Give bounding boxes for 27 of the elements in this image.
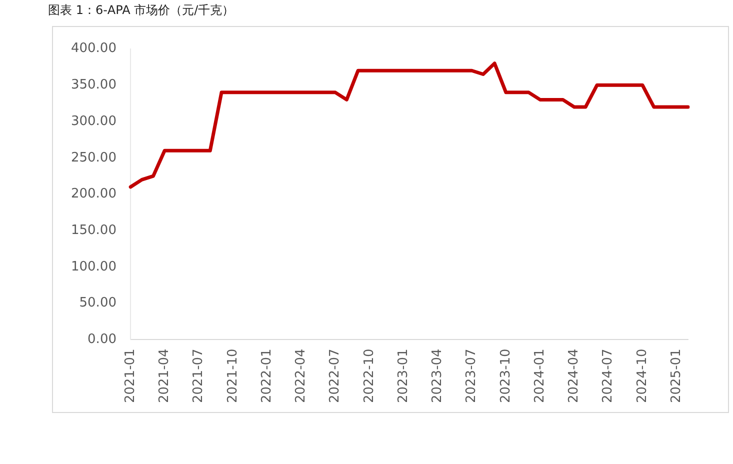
y-tick-label: 100.00 [70,259,116,274]
chart-title: 图表 1：6-APA 市场价（元/千克） [48,2,234,19]
x-tick-label: 2023-07 [464,348,480,404]
y-tick-label: 250.00 [70,150,116,166]
x-tick-label: 2025-01 [668,348,684,404]
y-tick-label: 150.00 [70,222,116,238]
x-tick-label: 2024-04 [566,348,582,404]
y-tick-label: 200.00 [70,186,116,202]
x-tick-label: 2024-01 [532,348,548,404]
y-tick-label: 0.00 [88,332,116,348]
y-tick-label: 400.00 [70,41,116,56]
x-tick-label: 2022-04 [294,348,309,404]
x-tick-label: 2022-01 [259,348,274,404]
x-tick-label: 2021-01 [122,348,138,404]
x-tick-label: 2022-07 [328,348,343,404]
x-tick-label: 2023-10 [498,348,514,404]
x-tick-label: 2021-04 [156,348,172,404]
x-tick-label: 2024-07 [600,348,616,404]
x-tick-label: 2021-07 [191,348,206,404]
y-tick-label: 300.00 [70,114,116,129]
x-tick-label: 2023-01 [396,348,411,404]
y-tick-label: 350.00 [70,78,116,93]
x-tick-label: 2021-10 [225,348,240,404]
x-tick-label: 2022-10 [362,348,377,404]
y-tick-label: 50.00 [79,296,116,311]
x-tick-label: 2023-04 [430,348,446,404]
x-tick-label: 2024-10 [634,348,650,404]
